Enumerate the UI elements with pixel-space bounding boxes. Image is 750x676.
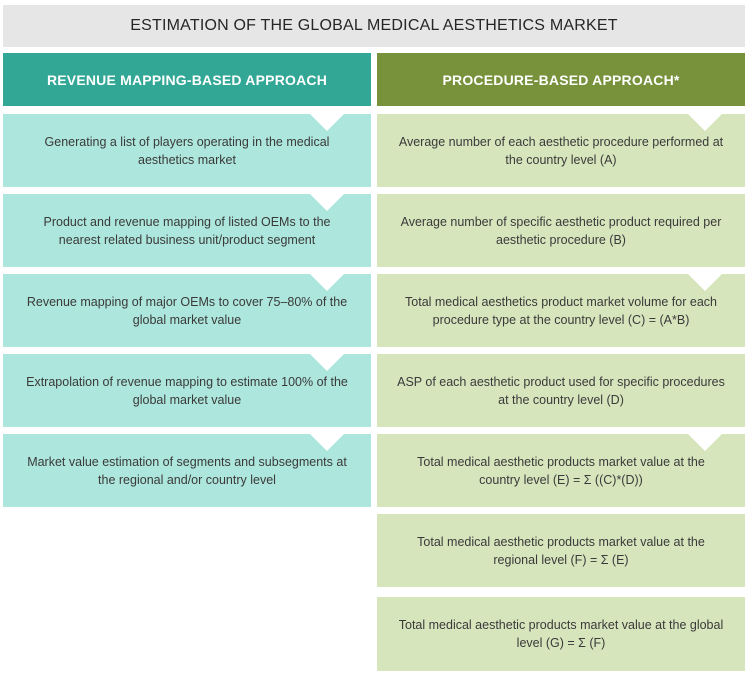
revenue-mapping-header: REVENUE MAPPING-BASED APPROACH — [3, 53, 371, 106]
flow-arrow-down-icon — [688, 434, 722, 451]
procedure-step-1: Average number of each aesthetic procedu… — [377, 114, 745, 187]
procedure-step-5: Total medical aesthetic products market … — [377, 434, 745, 507]
flow-arrow-down-icon — [688, 114, 722, 131]
flow-arrow-down-icon — [310, 274, 344, 291]
revenue-step-3: Revenue mapping of major OEMs to cover 7… — [3, 274, 371, 347]
procedure-step-6: Total medical aesthetic products market … — [377, 514, 745, 587]
flow-arrow-down-icon — [310, 194, 344, 211]
flow-arrow-down-icon — [310, 354, 344, 371]
flow-arrow-down-icon — [688, 274, 722, 291]
revenue-step-4: Extrapolation of revenue mapping to esti… — [3, 354, 371, 427]
revenue-step-5: Market value estimation of segments and … — [3, 434, 371, 507]
revenue-step-1: Generating a list of players operating i… — [3, 114, 371, 187]
flow-arrow-down-icon — [310, 114, 344, 131]
diagram-title: ESTIMATION OF THE GLOBAL MEDICAL AESTHET… — [3, 5, 745, 47]
revenue-step-2: Product and revenue mapping of listed OE… — [3, 194, 371, 267]
procedure-step-7: Total medical aesthetic products market … — [377, 597, 745, 671]
procedure-step-4: ASP of each aesthetic product used for s… — [377, 354, 745, 427]
procedure-step-3: Total medical aesthetics product market … — [377, 274, 745, 347]
procedure-step-2: Average number of specific aesthetic pro… — [377, 194, 745, 267]
procedure-based-header: PROCEDURE-BASED APPROACH* — [377, 53, 745, 106]
flow-arrow-down-icon — [310, 434, 344, 451]
